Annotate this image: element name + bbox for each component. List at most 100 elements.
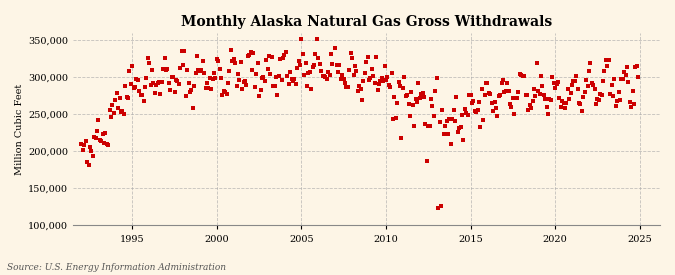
Point: [618, 77, 628, 82]
Point: [161, 68, 171, 72]
Point: [179, 49, 190, 53]
Point: [513, 89, 524, 94]
Point: [284, 81, 294, 86]
Point: [489, 99, 500, 104]
Point: [522, 93, 533, 98]
Point: [209, 71, 219, 75]
Point: [514, 72, 525, 76]
Point: [276, 78, 287, 82]
Point: [182, 67, 192, 72]
Point: [404, 114, 415, 118]
Point: [151, 83, 161, 87]
Point: [344, 68, 355, 73]
Point: [539, 92, 549, 97]
Point: [575, 101, 586, 106]
Point: [579, 90, 590, 95]
Point: [479, 93, 490, 98]
Point: [231, 84, 242, 88]
Point: [255, 87, 266, 92]
Point: [158, 67, 169, 72]
Point: [574, 101, 585, 106]
Point: [103, 142, 113, 147]
Point: [486, 101, 497, 105]
Point: [368, 74, 379, 78]
Point: [132, 78, 143, 82]
Point: [355, 87, 366, 92]
Point: [293, 59, 304, 63]
Point: [553, 80, 564, 84]
Point: [340, 81, 350, 86]
Point: [502, 81, 512, 86]
Point: [111, 91, 122, 95]
Point: [330, 46, 341, 51]
Point: [561, 101, 572, 105]
Point: [79, 143, 90, 147]
Point: [633, 75, 644, 79]
Point: [386, 71, 397, 75]
Point: [288, 79, 298, 84]
Point: [548, 81, 559, 85]
Point: [429, 114, 439, 118]
Point: [275, 57, 286, 61]
Point: [493, 94, 504, 98]
Point: [113, 106, 124, 110]
Point: [321, 77, 332, 81]
Point: [265, 72, 276, 76]
Point: [194, 69, 205, 73]
Point: [334, 62, 345, 67]
Point: [593, 97, 604, 102]
Point: [623, 80, 634, 85]
Point: [327, 62, 338, 66]
Point: [207, 77, 218, 81]
Point: [402, 92, 412, 97]
Point: [163, 81, 174, 85]
Point: [114, 96, 125, 100]
Point: [518, 74, 529, 79]
Point: [197, 59, 208, 63]
Point: [155, 92, 166, 96]
Point: [500, 89, 511, 93]
Point: [465, 92, 476, 97]
Point: [259, 78, 270, 83]
Point: [387, 117, 398, 121]
Point: [128, 86, 139, 90]
Point: [595, 92, 605, 96]
Point: [503, 89, 514, 93]
Point: [620, 73, 631, 78]
Point: [248, 51, 259, 55]
Point: [426, 97, 437, 101]
Point: [263, 54, 274, 58]
Point: [526, 106, 537, 110]
Point: [524, 103, 535, 108]
Point: [562, 87, 573, 92]
Point: [375, 79, 385, 83]
Point: [157, 80, 167, 84]
Point: [622, 65, 632, 69]
Point: [245, 50, 256, 54]
Point: [369, 81, 380, 86]
Point: [450, 119, 460, 123]
Point: [282, 74, 293, 78]
Point: [485, 92, 495, 96]
Point: [417, 91, 428, 95]
Point: [517, 74, 528, 79]
Point: [379, 64, 390, 68]
Point: [492, 114, 503, 119]
Point: [582, 84, 593, 88]
Point: [619, 70, 630, 75]
Point: [472, 108, 483, 113]
Point: [117, 109, 128, 114]
Point: [420, 122, 431, 127]
Point: [544, 97, 555, 101]
Point: [626, 104, 637, 109]
Point: [217, 93, 228, 98]
Point: [82, 160, 92, 165]
Point: [220, 89, 231, 94]
Point: [308, 63, 319, 67]
Point: [365, 75, 376, 80]
Point: [520, 93, 531, 98]
Point: [441, 119, 452, 124]
Point: [76, 142, 87, 147]
Point: [107, 103, 118, 108]
Point: [406, 89, 416, 94]
